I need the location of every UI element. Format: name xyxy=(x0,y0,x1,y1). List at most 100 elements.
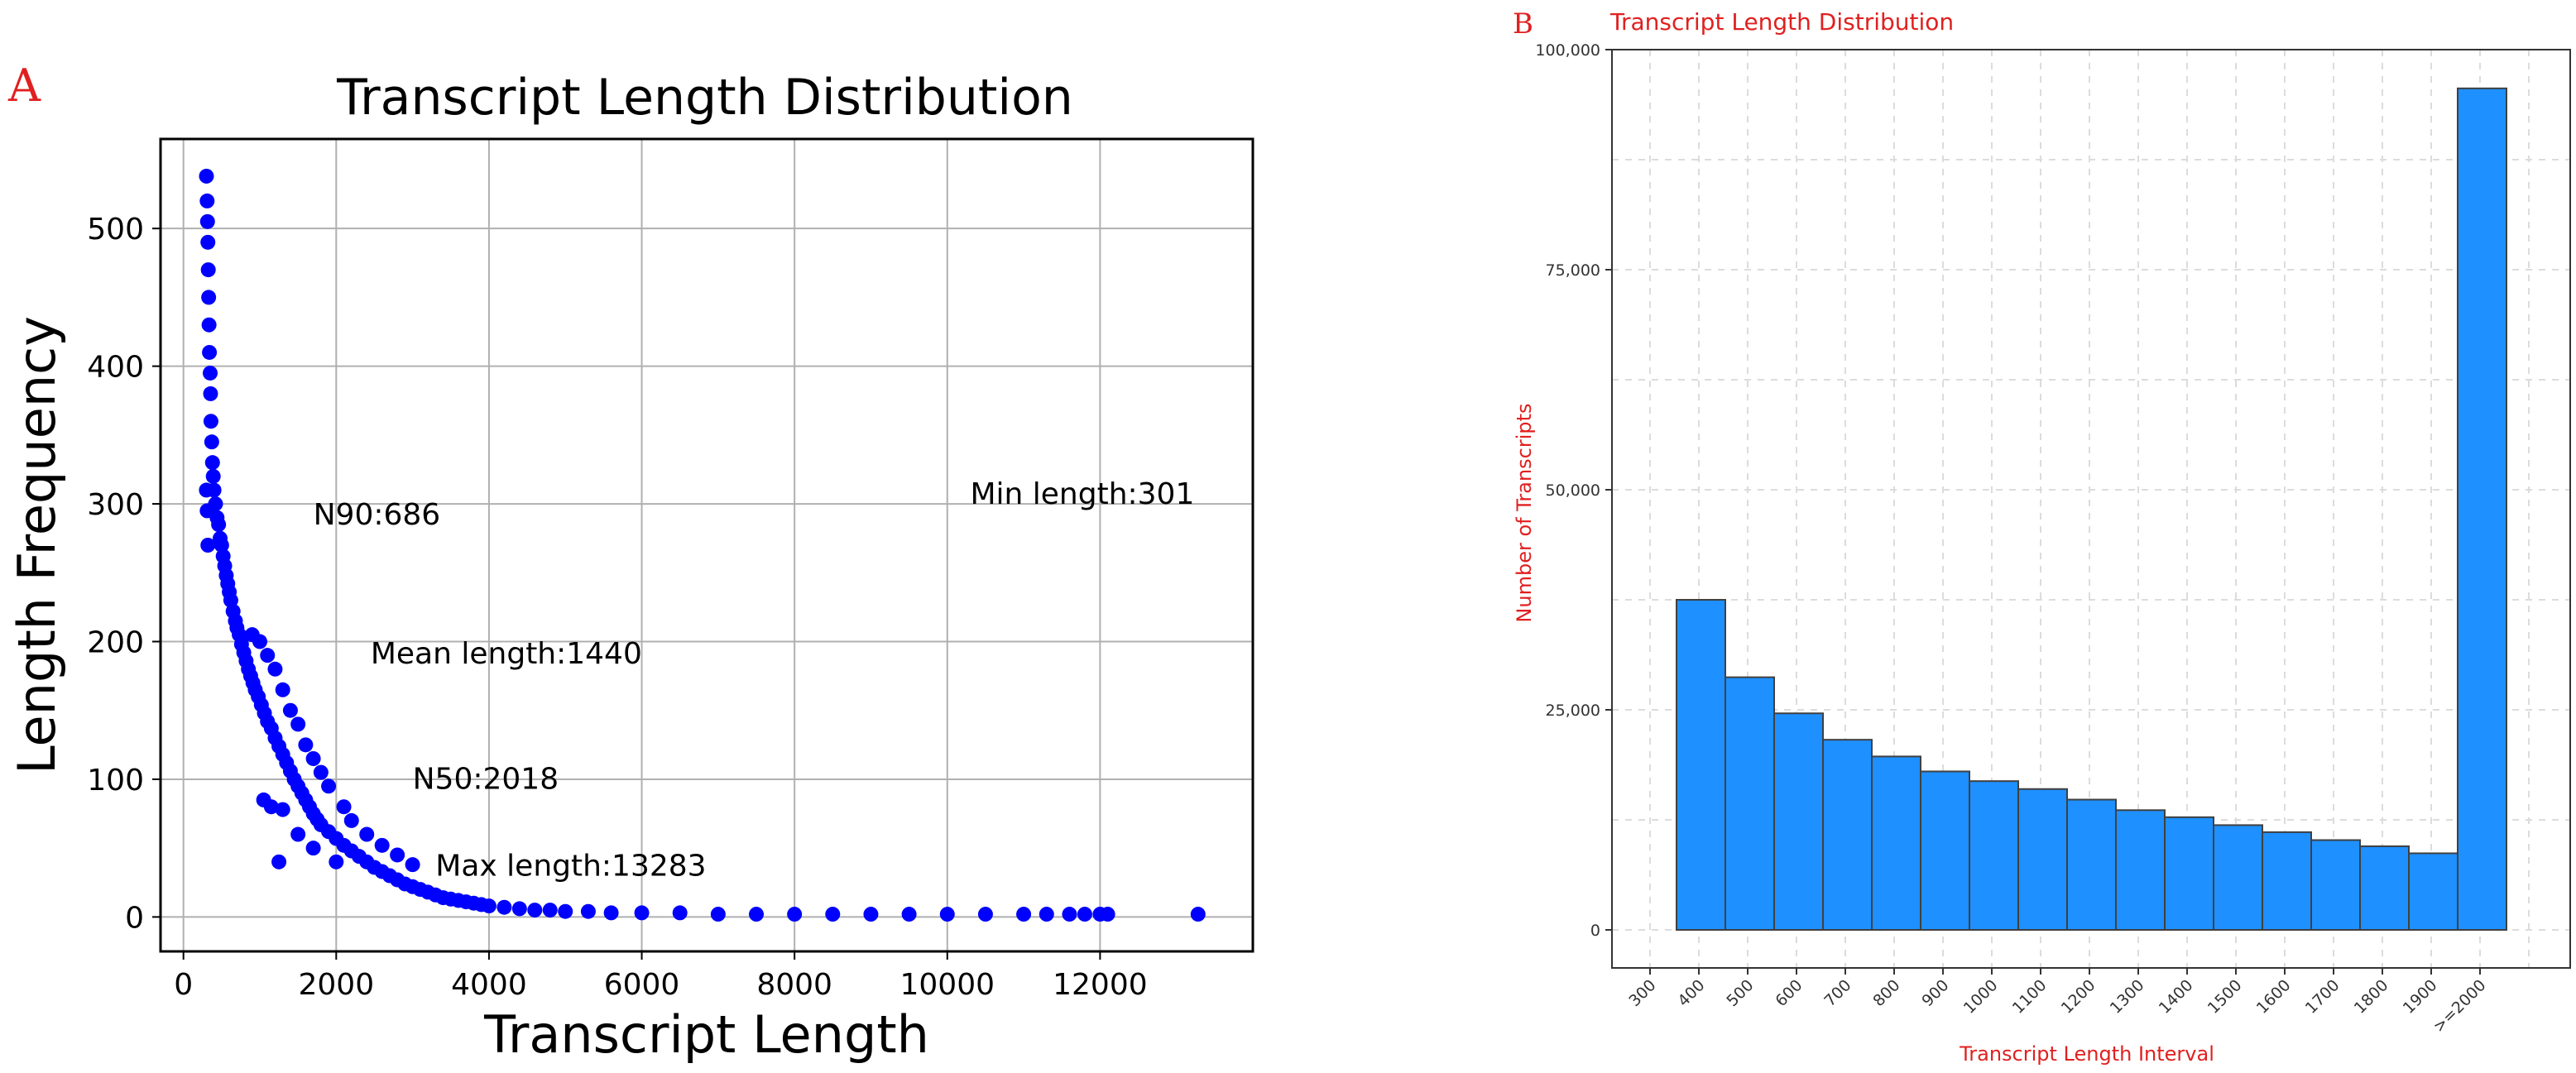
scatter-point xyxy=(336,799,352,815)
scatter-point xyxy=(203,365,218,381)
scatter-point xyxy=(1100,907,1115,922)
scatter-point xyxy=(405,857,420,873)
y-tick-label: 0 xyxy=(125,901,144,935)
scatter-point xyxy=(290,826,306,842)
histogram-x-tick-label: 1100 xyxy=(2009,976,2051,1018)
stat-annotation: N90:686 xyxy=(314,498,441,532)
y-tick-label: 500 xyxy=(87,213,144,247)
scatter-point xyxy=(200,234,216,250)
scatter-point xyxy=(271,854,287,869)
stat-annotation: N50:2018 xyxy=(413,763,559,797)
panel-a-letter: A xyxy=(7,60,41,112)
histogram-y-tick-label: 100,000 xyxy=(1535,41,1600,60)
histogram-x-tick-label: 1000 xyxy=(1960,976,2002,1018)
histogram-x-tick-label: 1600 xyxy=(2253,976,2295,1018)
histogram-bar xyxy=(2457,87,2507,932)
y-tick-label: 400 xyxy=(87,351,144,385)
scatter-point xyxy=(1062,907,1077,922)
histogram-x-tick-label: 1300 xyxy=(2107,976,2148,1018)
scatter-point xyxy=(390,847,405,863)
histogram-bar xyxy=(2017,788,2068,932)
histogram-x-tick-label: 600 xyxy=(1772,976,1806,1010)
stat-annotation: Mean length:1440 xyxy=(371,637,642,671)
histogram-bar xyxy=(1871,755,1921,932)
scatter-point xyxy=(329,854,344,869)
scatter-point xyxy=(511,901,527,917)
scatter-point xyxy=(939,907,955,922)
scatter-point xyxy=(206,482,222,498)
histogram-bar xyxy=(2213,824,2263,931)
scatter-point xyxy=(305,841,321,856)
scatter-point xyxy=(787,907,803,922)
histogram-x-tick-label: 400 xyxy=(1674,976,1708,1010)
histogram-bar xyxy=(2310,839,2361,931)
x-tick-label: 8000 xyxy=(756,968,832,1002)
histogram-bars xyxy=(1676,87,2507,932)
scatter-point xyxy=(290,716,306,732)
scatter-point xyxy=(374,837,390,853)
histogram-bar xyxy=(1969,780,2019,932)
scatter-point xyxy=(496,899,512,915)
scatter-point xyxy=(203,386,218,401)
y-tick-label: 200 xyxy=(87,626,144,660)
x-tick-label: 6000 xyxy=(604,968,680,1002)
scatter-point xyxy=(200,538,216,553)
scatter-point xyxy=(321,778,337,794)
histogram-bar xyxy=(2262,831,2312,931)
scatter-title: Transcript Length Distribution xyxy=(336,69,1073,127)
scatter-point xyxy=(199,168,214,184)
scatter-point xyxy=(901,907,917,922)
scatter-point xyxy=(542,903,558,918)
scatter-point xyxy=(260,648,276,663)
y-tick-label: 100 xyxy=(87,764,144,798)
histogram-y-tick-label: 50,000 xyxy=(1546,481,1600,500)
scatter-point xyxy=(672,905,688,921)
scatter-point xyxy=(204,455,220,471)
histogram-x-tick-label: 1400 xyxy=(2156,976,2197,1018)
histogram-x-tick-label: 900 xyxy=(1918,976,1952,1010)
scatter-point xyxy=(1016,907,1032,922)
histogram-x-tick-label: 1800 xyxy=(2351,976,2392,1018)
scatter-point xyxy=(275,802,290,817)
scatter-point xyxy=(282,702,298,718)
histogram-bar xyxy=(1822,739,1873,932)
scatter-point xyxy=(580,903,596,919)
scatter-point xyxy=(527,903,543,918)
y-tick-label: 300 xyxy=(87,488,144,522)
scatter-point xyxy=(863,907,879,922)
panel-b-letter: B xyxy=(1513,7,1533,41)
x-tick-label: 4000 xyxy=(451,968,527,1002)
scatter-point xyxy=(298,737,314,753)
scatter-point xyxy=(201,290,217,305)
scatter-point xyxy=(275,682,290,697)
x-tick-label: 12000 xyxy=(1053,968,1148,1002)
scatter-point xyxy=(201,317,217,333)
histogram-x-tick-label: 700 xyxy=(1820,976,1854,1010)
scatter-point xyxy=(359,826,375,842)
histogram-x-tick-label: 1700 xyxy=(2302,976,2343,1018)
scatter-point xyxy=(749,907,764,922)
histogram-x-tick-label: 1200 xyxy=(2058,976,2099,1018)
scatter-point xyxy=(199,193,215,208)
histogram-x-axis-label: Transcript Length Interval xyxy=(1959,1042,2214,1066)
histogram-bar xyxy=(2408,852,2458,932)
scatter-annotations: N90:686 Min length:301 Mean length:1440 N50… xyxy=(314,477,1195,883)
histogram-y-axis-label: Number of Transcripts xyxy=(1513,403,1536,622)
scatter-point xyxy=(208,496,223,512)
histogram-bar xyxy=(1920,770,1970,931)
histogram-x-tick-label: 300 xyxy=(1625,976,1659,1010)
scatter-point xyxy=(481,898,496,914)
x-tick-label: 0 xyxy=(174,968,193,1002)
scatter-plot-frame xyxy=(159,137,1254,953)
scatter-point xyxy=(343,812,359,828)
scatter-point xyxy=(263,799,279,815)
scatter-point xyxy=(710,907,726,922)
scatter-point xyxy=(199,213,215,229)
scatter-point xyxy=(558,903,573,919)
scatter-point xyxy=(205,468,221,484)
histogram-bar xyxy=(2359,845,2410,931)
stat-annotation: Min length:301 xyxy=(970,477,1194,511)
scatter-point xyxy=(1039,907,1054,922)
scatter-point xyxy=(634,905,650,921)
